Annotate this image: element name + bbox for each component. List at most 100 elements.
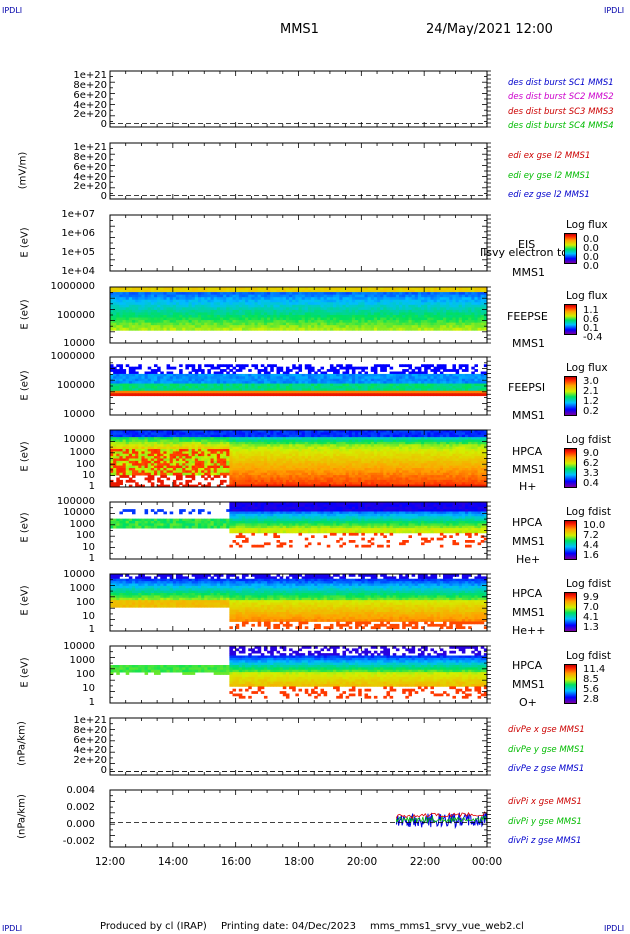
feepse-cell: [213, 297, 218, 301]
hplus-cell: [285, 449, 290, 452]
hplus-cell: [273, 446, 277, 450]
hplus-cell: [179, 449, 183, 452]
feepse-cell: [157, 320, 161, 324]
feepse-cell: [245, 315, 249, 318]
feepsi-cell: [232, 390, 237, 394]
feepsi-cell: [452, 376, 456, 380]
feepse-cell: [446, 292, 450, 296]
hplus-cell: [436, 458, 441, 462]
hplus-cell: [270, 434, 274, 438]
feepse-cell: [282, 289, 287, 293]
feepse-cell: [194, 315, 199, 318]
feepse-cell: [204, 307, 208, 311]
feepsi-cell: [125, 386, 130, 389]
feepsi-cell: [408, 383, 412, 387]
feepse-cell: [279, 320, 284, 324]
feepse-cell: [229, 304, 233, 308]
feepsi-cell: [301, 393, 306, 397]
feepsi-cell: [144, 393, 149, 397]
hplus-cell: [270, 446, 274, 450]
feepse-cell: [392, 312, 397, 316]
hplus-cell: [263, 449, 268, 452]
feepse-cell: [298, 302, 303, 306]
feepse-cell: [364, 307, 369, 311]
feepse-cell: [201, 325, 205, 329]
hplus-cell: [144, 439, 149, 443]
feepsi-cell: [307, 378, 312, 382]
hplus-cell: [182, 441, 186, 445]
feepse-cell: [417, 304, 422, 308]
hplus-cell: [474, 456, 478, 459]
feepse-cell: [465, 312, 469, 316]
feepse-cell: [238, 299, 243, 303]
hplus-cell: [304, 434, 309, 438]
hplus-cell: [314, 460, 318, 464]
hplus-cell: [427, 446, 431, 450]
hplus-cell: [175, 430, 180, 433]
hplus-cell: [131, 456, 136, 459]
feepse-cell: [157, 312, 161, 316]
feepse-cell: [245, 307, 249, 311]
feepsi-cell: [311, 381, 315, 384]
feepse-cell: [399, 307, 403, 311]
hplus-cell: [191, 439, 196, 443]
hplus-cell: [150, 449, 155, 452]
hplus-cell: [436, 439, 441, 443]
feepse-cell: [204, 322, 208, 326]
feepsi-cell: [226, 388, 230, 392]
hplus-cell: [122, 449, 127, 452]
hplus-cell: [219, 432, 224, 436]
hplus-cell: [113, 458, 117, 462]
hplus-cell: [477, 451, 482, 455]
hplus-cell: [144, 432, 149, 436]
feepsi-cell: [125, 393, 130, 397]
feepsi-cell: [468, 376, 472, 380]
hplus-cell: [110, 441, 114, 445]
feepsi-cell: [345, 369, 350, 372]
feepse-cell: [150, 320, 155, 324]
hplus-cell: [135, 451, 139, 455]
hplus-cell: [386, 437, 391, 440]
hplus-cell: [311, 460, 315, 464]
hplus-cell: [223, 430, 227, 433]
feepse-cell: [188, 315, 193, 318]
feepsi-cell: [172, 390, 177, 394]
feepsi-cell: [417, 386, 422, 389]
feepse-cell: [358, 325, 362, 329]
feepse-cell: [458, 307, 463, 311]
feepse-cell: [342, 292, 347, 296]
feepsi-cell: [339, 366, 343, 370]
feepsi-cell: [461, 388, 466, 392]
feepse-cell: [207, 299, 211, 303]
feepse-cell: [150, 325, 155, 329]
feepse-cell: [458, 297, 463, 301]
feepse-cell: [351, 302, 356, 306]
hplus-cell: [216, 451, 221, 455]
feepse-cell: [213, 299, 218, 303]
feepse-cell: [292, 294, 296, 298]
feepsi-cell: [436, 364, 441, 368]
feepsi-cell: [201, 371, 205, 375]
feepsi-cell: [465, 390, 469, 394]
feepse-cell: [238, 315, 243, 318]
hplus-cell: [179, 460, 183, 464]
hplus-cell: [405, 430, 409, 433]
hplus-cell: [226, 458, 230, 462]
feepse-cell: [471, 325, 475, 329]
feepse-cell: [421, 322, 425, 326]
feepsi-cell: [135, 383, 139, 387]
hplus-cell: [427, 434, 431, 438]
feepse-cell: [279, 307, 284, 311]
feepse-cell: [455, 289, 460, 293]
feepsi-cell: [421, 371, 425, 375]
feepsi-cell: [223, 369, 227, 372]
feepsi-cell: [122, 383, 127, 387]
feepse-cell: [424, 315, 428, 318]
hplus-cell: [317, 444, 321, 448]
feepsi-cell: [150, 371, 155, 375]
hplus-cell: [238, 460, 243, 464]
feepse-cell: [351, 289, 356, 293]
feepse-cell: [452, 292, 456, 296]
feepsi-cell: [424, 376, 428, 380]
feepse-cell: [458, 315, 463, 318]
